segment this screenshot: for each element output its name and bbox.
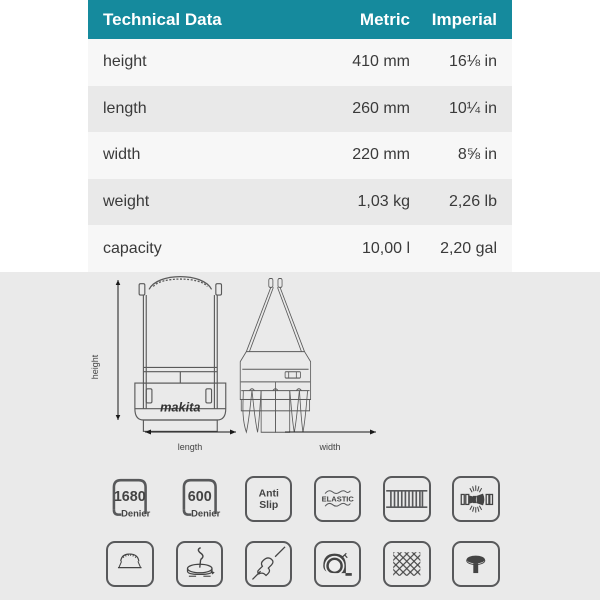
svg-text:Slip: Slip bbox=[259, 500, 278, 511]
svg-text:Denier: Denier bbox=[191, 507, 221, 518]
svg-text:height: height bbox=[90, 354, 100, 379]
svg-text:Denier: Denier bbox=[121, 507, 151, 518]
svg-text:1680: 1680 bbox=[114, 489, 146, 505]
svg-text:length: length bbox=[178, 442, 203, 452]
svg-text:width: width bbox=[318, 442, 340, 452]
svg-text:600: 600 bbox=[187, 489, 211, 505]
svg-text:makita: makita bbox=[160, 399, 200, 414]
svg-text:Anti: Anti bbox=[258, 488, 278, 499]
svg-text:ELASTIC: ELASTIC bbox=[322, 495, 355, 504]
